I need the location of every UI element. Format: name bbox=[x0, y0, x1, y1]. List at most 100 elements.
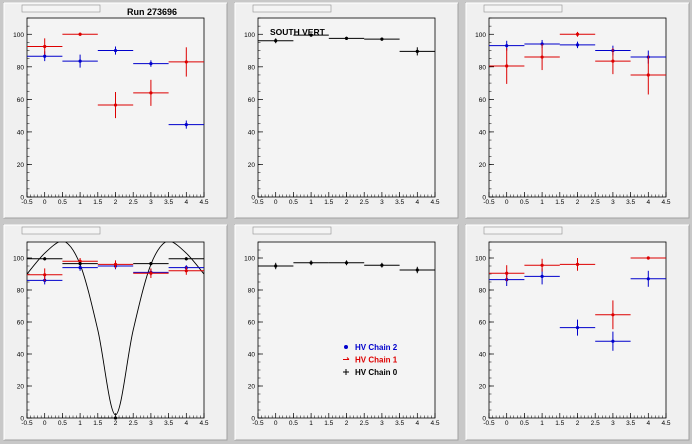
x-tick-label: 2 bbox=[345, 199, 349, 206]
legend-entry: HV Chain 0 bbox=[355, 368, 398, 377]
y-tick-label: 60 bbox=[479, 97, 487, 104]
plot-frame bbox=[257, 17, 436, 198]
data-point bbox=[344, 261, 349, 265]
data-point bbox=[113, 103, 118, 107]
data-point bbox=[184, 60, 188, 64]
x-tick-label: 0.5 bbox=[520, 199, 529, 206]
data-point bbox=[646, 256, 650, 260]
data-point bbox=[149, 262, 153, 266]
data-point bbox=[113, 48, 118, 53]
x-tick-label: 2.5 bbox=[129, 199, 138, 206]
data-point bbox=[43, 257, 47, 261]
region-label: SOUTH VERT bbox=[270, 27, 326, 37]
x-tick-label: -0.5 bbox=[21, 199, 33, 206]
x-tick-label: 2.5 bbox=[360, 420, 369, 427]
data-point bbox=[78, 32, 82, 36]
x-tick-label: 2 bbox=[345, 420, 349, 427]
x-tick-label: 1 bbox=[540, 199, 544, 206]
y-tick-label: 0 bbox=[20, 416, 24, 423]
x-tick-label: 0 bbox=[274, 420, 278, 427]
data-point bbox=[309, 261, 313, 265]
series-hv-chain-1 bbox=[489, 31, 666, 95]
legend-marker-arrowhead bbox=[346, 357, 350, 360]
data-point bbox=[646, 277, 650, 281]
histogram-title-box bbox=[252, 4, 332, 13]
y-tick-label: 0 bbox=[20, 195, 24, 202]
data-point bbox=[78, 262, 82, 266]
y-tick-label: 100 bbox=[244, 32, 255, 39]
x-tick-label: 4.5 bbox=[661, 420, 670, 427]
x-tick-label: 2 bbox=[114, 420, 118, 427]
data-point bbox=[611, 313, 615, 317]
legend-marker-dot bbox=[344, 345, 348, 349]
x-tick-label: 1.5 bbox=[324, 199, 333, 206]
data-point bbox=[344, 36, 349, 40]
data-point bbox=[540, 274, 544, 278]
x-tick-label: 1 bbox=[78, 420, 82, 427]
x-tick-label: 0.5 bbox=[289, 199, 298, 206]
y-tick-label: 80 bbox=[479, 64, 487, 71]
data-point bbox=[380, 263, 384, 267]
data-point bbox=[149, 91, 153, 95]
data-point bbox=[184, 269, 188, 273]
histogram-title-box bbox=[252, 226, 332, 235]
x-tick-label: -0.5 bbox=[483, 420, 495, 427]
x-tick-label: -0.5 bbox=[252, 420, 264, 427]
x-tick-label: 2 bbox=[576, 420, 580, 427]
x-tick-label: 2 bbox=[114, 199, 118, 206]
y-tick-label: 20 bbox=[17, 162, 25, 169]
x-tick-label: 4 bbox=[184, 420, 188, 427]
y-tick-label: 60 bbox=[17, 320, 25, 327]
x-tick-label: 3.5 bbox=[395, 199, 404, 206]
data-point bbox=[78, 266, 82, 270]
x-tick-label: 4.5 bbox=[199, 420, 208, 427]
x-tick-label: 3.5 bbox=[626, 199, 635, 206]
data-point bbox=[43, 44, 47, 49]
y-tick-label: 20 bbox=[479, 162, 487, 169]
data-point bbox=[309, 33, 313, 37]
x-tick-label: 4 bbox=[646, 199, 650, 206]
data-point bbox=[78, 59, 82, 63]
data-point bbox=[43, 54, 47, 58]
x-tick-label: 0 bbox=[43, 420, 47, 427]
x-tick-label: 3.5 bbox=[626, 420, 635, 427]
data-point bbox=[43, 273, 47, 277]
x-tick-label: 3 bbox=[149, 199, 153, 206]
x-tick-label: 3 bbox=[380, 199, 384, 206]
histogram-title-box bbox=[21, 4, 101, 13]
y-tick-label: 80 bbox=[17, 64, 25, 71]
x-tick-label: 4.5 bbox=[430, 199, 439, 206]
y-tick-label: 60 bbox=[248, 320, 256, 327]
y-tick-label: 40 bbox=[248, 129, 256, 136]
x-tick-label: 3.5 bbox=[395, 420, 404, 427]
data-point bbox=[540, 55, 544, 59]
x-tick-label: 1.5 bbox=[93, 199, 102, 206]
data-point bbox=[149, 271, 153, 275]
x-tick-label: 0 bbox=[505, 420, 509, 427]
y-tick-label: 0 bbox=[482, 195, 486, 202]
series-hv-chain-1 bbox=[27, 258, 204, 282]
x-tick-label: 0.5 bbox=[520, 420, 529, 427]
histogram-title-box bbox=[483, 226, 563, 235]
y-tick-label: 100 bbox=[475, 256, 486, 263]
y-tick-label: 60 bbox=[479, 320, 487, 327]
data-point bbox=[611, 339, 615, 343]
x-tick-label: 4.5 bbox=[661, 199, 670, 206]
x-tick-label: 3 bbox=[611, 420, 615, 427]
x-tick-label: 1 bbox=[78, 199, 82, 206]
y-tick-label: 80 bbox=[479, 288, 487, 295]
x-tick-label: -0.5 bbox=[483, 199, 495, 206]
x-tick-label: 1 bbox=[309, 199, 313, 206]
data-point bbox=[113, 416, 118, 420]
x-tick-label: 2.5 bbox=[591, 199, 600, 206]
panel-1: -0.5 0 0.5 1 1.5 2 2.5 3 3.5 4 4.5020406080100Run … bbox=[3, 2, 228, 219]
x-tick-label: 3.5 bbox=[164, 199, 173, 206]
series-hv-chain-0 bbox=[258, 33, 435, 56]
x-tick-label: -0.5 bbox=[21, 420, 33, 427]
y-tick-label: 20 bbox=[17, 384, 25, 391]
y-tick-label: 20 bbox=[248, 162, 256, 169]
